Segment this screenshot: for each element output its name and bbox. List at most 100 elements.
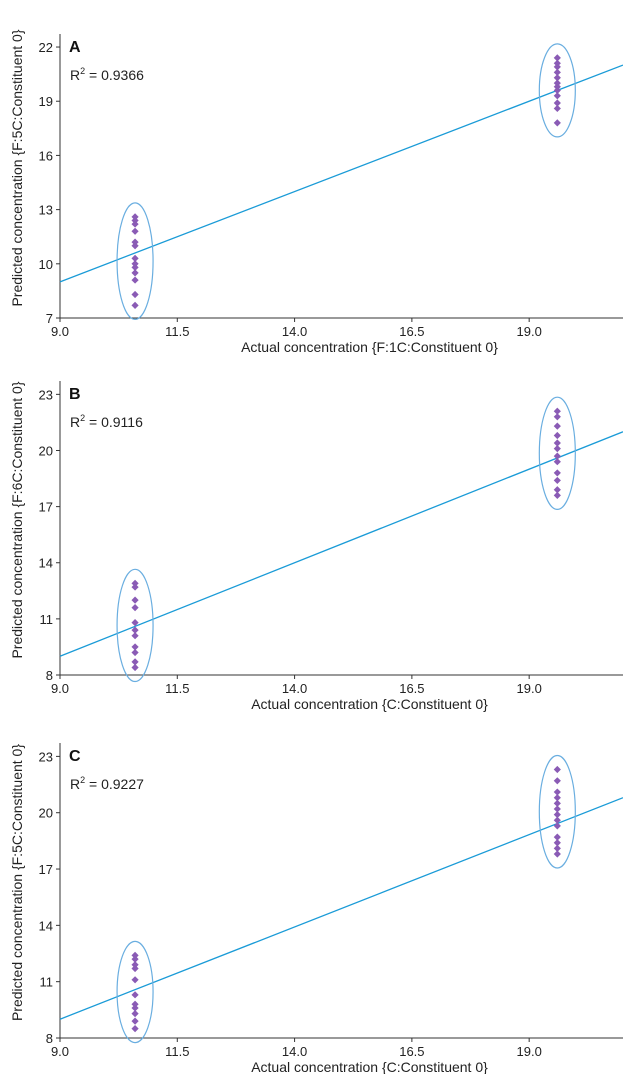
y-tick-label: 10 [39, 257, 53, 272]
data-point [553, 810, 561, 819]
regression-line [59, 64, 623, 283]
data-point [553, 794, 561, 802]
y-tick-label: 11 [40, 975, 54, 990]
panel-c: 8 11 14 17 20 23 9.0 11.5 14.0 16.5 19.0 Actual con… [9, 743, 623, 1074]
x-axis-title: Actual concentration {C:Constituent 0} [251, 1059, 488, 1074]
y-axis-title: Predicted concentration {F:6C:Constituen… [9, 381, 25, 658]
data-point [131, 964, 139, 973]
data-point [131, 213, 139, 221]
x-tick-label: 11.5 [165, 681, 189, 696]
y-tick-label: 13 [39, 203, 53, 218]
data-point [553, 119, 561, 127]
y-tick-label: 17 [39, 862, 53, 877]
r-squared-symbol: R [70, 67, 80, 83]
data-point [553, 86, 561, 94]
data-point [553, 407, 561, 415]
data-point [553, 92, 561, 100]
data-point [131, 596, 139, 604]
data-point [553, 476, 561, 485]
cluster-ellipse [538, 754, 576, 869]
data-point [553, 79, 561, 87]
data-point [131, 976, 139, 984]
y-tick-label: 7 [46, 311, 53, 326]
data-point [131, 579, 139, 587]
x-tick-label: 11.5 [165, 1044, 189, 1059]
data-point [131, 263, 139, 272]
y-tick-label: 16 [39, 148, 53, 163]
data-point [553, 68, 561, 76]
r-squared-label: R2 = 0.9116 [70, 413, 143, 430]
x-tick-label: 14.0 [282, 324, 307, 339]
r-squared-value: = 0.9116 [85, 414, 143, 430]
y-tick-label: 8 [46, 668, 53, 683]
panel-label: A [69, 39, 81, 56]
x-tick-label: 11.5 [165, 324, 189, 339]
y-axis-title: Predicted concentration {F:5C:Constituen… [9, 29, 25, 306]
y-tick-label: 14 [39, 556, 53, 571]
regression-line [59, 431, 623, 657]
data-point [553, 469, 561, 477]
x-tick-label: 9.0 [51, 681, 69, 696]
data-point [553, 799, 561, 807]
data-point [553, 486, 561, 494]
x-axis-title: Actual concentration {C:Constituent 0} [251, 696, 488, 712]
cluster-ellipse [538, 43, 576, 138]
r-squared-label: R2 = 0.9366 [70, 66, 144, 83]
y-tick-label: 14 [39, 918, 53, 933]
data-point [553, 839, 561, 847]
data-point [131, 242, 139, 250]
data-point [131, 1017, 139, 1025]
data-point [131, 276, 139, 284]
x-tick-label: 19.0 [517, 681, 542, 696]
r-squared-symbol: R [70, 776, 80, 792]
x-tick-label: 19.0 [517, 324, 542, 339]
data-point [553, 816, 561, 824]
data-point [131, 1004, 139, 1012]
r-squared-exponent: 2 [80, 413, 85, 423]
data-point [553, 445, 561, 453]
data-point [553, 99, 561, 107]
data-point [131, 290, 139, 299]
r-squared-value: = 0.9366 [85, 67, 144, 83]
data-point [131, 663, 139, 672]
y-tick-label: 20 [39, 443, 53, 458]
data-point [131, 238, 139, 246]
data-point [553, 822, 561, 830]
data-point [553, 439, 561, 447]
panel-label: C [69, 748, 81, 765]
cluster-ellipse [116, 940, 154, 1044]
x-tick-label: 14.0 [282, 1044, 307, 1059]
data-point [553, 431, 561, 440]
data-point [131, 1000, 139, 1008]
data-point [553, 413, 561, 421]
data-point [131, 619, 139, 627]
data-point [131, 648, 139, 657]
data-point [131, 951, 139, 959]
data-point [131, 254, 139, 262]
data-point [553, 833, 561, 841]
y-tick-label: 19 [39, 94, 53, 109]
data-point [553, 83, 561, 91]
data-point [131, 216, 139, 225]
y-tick-label: 20 [39, 806, 53, 821]
x-tick-label: 9.0 [51, 1044, 69, 1059]
data-point [553, 74, 561, 82]
data-point [553, 805, 561, 813]
data-point [131, 658, 139, 666]
data-point [131, 643, 139, 651]
data-point [553, 59, 561, 67]
r-squared-symbol: R [70, 414, 80, 430]
y-tick-label: 22 [39, 40, 53, 55]
data-point [131, 604, 139, 612]
r-squared-value: = 0.9227 [85, 776, 144, 792]
data-point [131, 991, 139, 999]
x-tick-label: 16.5 [399, 1044, 424, 1059]
x-tick-label: 19.0 [517, 1044, 542, 1059]
data-point [131, 583, 139, 591]
y-axis-title: Predicted concentration {F:5C:Constituen… [9, 744, 25, 1021]
x-tick-label: 14.0 [282, 681, 307, 696]
y-tick-label: 11 [40, 612, 54, 627]
data-point [553, 491, 561, 499]
y-tick-label: 17 [39, 500, 53, 515]
